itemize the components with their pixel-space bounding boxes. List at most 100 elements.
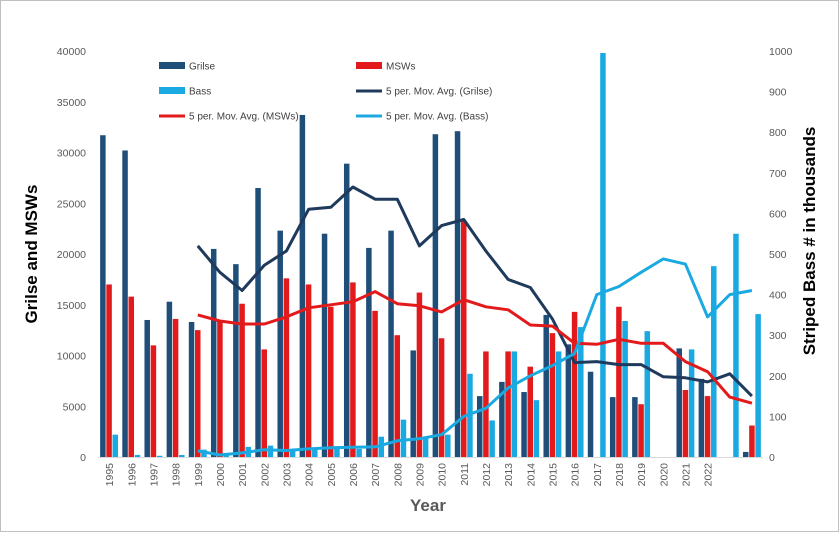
y-right-tick-label: 300 — [769, 330, 787, 342]
y-right-tick-label: 1000 — [769, 46, 793, 58]
bar-bass-0 — [112, 434, 119, 457]
bar-msws-14 — [416, 292, 423, 457]
bar-msws-10 — [328, 306, 334, 457]
bar-grilse-4 — [188, 322, 195, 457]
x-tick-label: 1996 — [126, 463, 138, 487]
y-left-tick-label: 15000 — [57, 300, 86, 312]
bar-bass-3 — [179, 454, 185, 457]
bar-grilse-1 — [122, 150, 128, 457]
bar-grilse-6 — [233, 264, 239, 457]
bar-grilse-8 — [277, 230, 283, 457]
bar-bass-8 — [289, 450, 296, 457]
bar-grilse-19 — [521, 392, 527, 457]
x-tick-label: 2014 — [525, 463, 537, 487]
y-right-tick-label: 0 — [769, 452, 775, 464]
legend-swatch-bass — [159, 87, 185, 94]
bar-msws-23 — [616, 306, 622, 457]
bar-bass-9 — [312, 448, 318, 457]
bar-msws-8 — [283, 278, 290, 457]
bar-grilse-26 — [676, 348, 682, 457]
bar-grilse-3 — [166, 301, 173, 457]
legend-label-bass: Bass — [189, 87, 211, 98]
y-left-tick-label: 5000 — [63, 401, 87, 413]
y-left-tick-label: 40000 — [57, 46, 86, 58]
bar-grilse-23 — [609, 397, 616, 457]
bar-grilse-16 — [454, 131, 461, 457]
bar-bass-13 — [400, 419, 407, 457]
line-5-per-mov-avg-bass- — [197, 257, 753, 457]
bar-grilse-29 — [742, 451, 749, 457]
x-tick-label: 2013 — [503, 463, 515, 487]
x-tick-label: 1998 — [171, 463, 183, 487]
bar-grilse-9 — [299, 114, 306, 457]
bars-layer — [100, 53, 761, 458]
y-right-tick-label: 500 — [769, 249, 787, 261]
y-left-tick-label: 20000 — [57, 249, 86, 261]
lines-layer — [196, 185, 753, 457]
bar-grilse-18 — [499, 381, 505, 457]
bar-grilse-5 — [210, 248, 217, 457]
bar-grilse-21 — [565, 344, 572, 457]
x-tick-label: 2015 — [547, 463, 559, 487]
bar-bass-18 — [511, 351, 518, 457]
x-tick-label: 2008 — [392, 463, 404, 487]
bar-grilse-17 — [476, 396, 483, 457]
x-tick-label: 1999 — [193, 463, 205, 487]
bar-bass-12 — [378, 436, 385, 457]
x-tick-label: 2019 — [636, 463, 648, 487]
bar-grilse-10 — [321, 233, 328, 457]
bar-bass-27 — [711, 266, 717, 457]
x-tick-label: 2007 — [370, 463, 382, 487]
bar-msws-15 — [438, 338, 445, 457]
bar-msws-11 — [350, 282, 356, 457]
bar-msws-3 — [172, 318, 179, 457]
x-tick-label: 2021 — [680, 463, 692, 487]
bar-msws-4 — [195, 330, 201, 457]
bar-grilse-13 — [388, 230, 394, 457]
x-tick-label: 2003 — [281, 463, 293, 487]
x-tick-label: 2001 — [237, 463, 249, 487]
y-left-tick-label: 0 — [80, 452, 86, 464]
bar-msws-6 — [239, 303, 245, 457]
bar-bass-28 — [733, 233, 739, 457]
bar-bass-19 — [533, 400, 540, 457]
y-right-tick-label: 100 — [769, 411, 787, 423]
bar-bass-17 — [489, 420, 495, 457]
bar-msws-20 — [549, 333, 556, 457]
bar-bass-10 — [334, 446, 340, 457]
y-left-tick-label: 25000 — [57, 198, 86, 210]
x-tick-label: 2022 — [703, 463, 715, 487]
bar-grilse-14 — [410, 350, 416, 457]
x-tick-label: 2000 — [215, 463, 227, 487]
bar-msws-9 — [305, 284, 312, 457]
bar-bass-14 — [422, 436, 429, 457]
bar-grilse-15 — [432, 134, 439, 458]
x-tick-label: 2002 — [259, 463, 271, 487]
legend-label-msws: MSWs — [386, 62, 415, 73]
legend-label-5-per-mov-avg-grilse-: 5 per. Mov. Avg. (Grilse) — [386, 87, 492, 98]
bar-grilse-20 — [543, 314, 549, 457]
bar-bass-29 — [755, 314, 761, 457]
bar-msws-7 — [261, 349, 267, 457]
x-tick-label: 2004 — [304, 463, 316, 487]
bar-bass-11 — [356, 448, 362, 457]
x-tick-label: 2017 — [592, 463, 604, 487]
x-tick-label: 2009 — [414, 463, 426, 487]
y-right-tick-label: 200 — [769, 371, 787, 383]
bar-msws-29 — [749, 425, 755, 457]
y-left-tick-label: 35000 — [57, 97, 86, 109]
axes-layer: 0500010000150002000025000300003500040000… — [57, 46, 793, 486]
bar-bass-1 — [134, 454, 141, 457]
line-5-per-mov-avg-grilse- — [196, 185, 753, 398]
bar-msws-1 — [128, 296, 134, 457]
legend: Grilse MSWs Bass 5 per. Mov. Avg. (Grilse) 5… — [159, 62, 492, 123]
x-tick-label: 2011 — [459, 463, 471, 486]
bar-msws-0 — [106, 284, 112, 457]
bar-grilse-22 — [587, 371, 594, 457]
legend-swatch-msws — [356, 62, 382, 69]
bar-bass-22 — [600, 53, 606, 457]
bar-bass-20 — [555, 351, 562, 457]
x-tick-label: 2005 — [326, 463, 338, 487]
y-right-tick-label: 900 — [769, 87, 787, 99]
